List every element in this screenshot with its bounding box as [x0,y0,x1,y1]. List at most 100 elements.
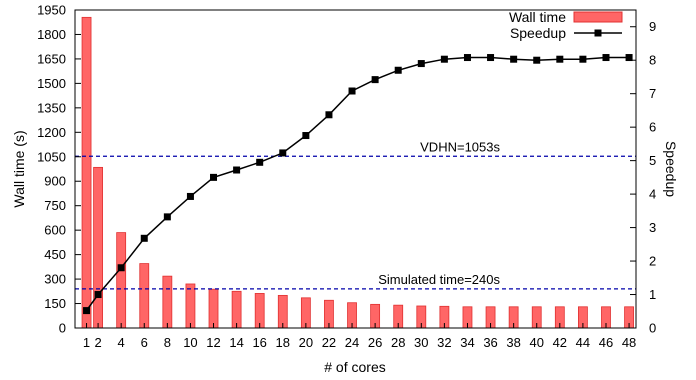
wall-time-bar [185,283,196,329]
legend-marker-speedup [594,29,602,37]
y-right-tick-label: 6 [649,120,656,135]
y-right-tick-label: 4 [649,187,656,202]
x-tick-label: 30 [414,335,428,350]
speedup-point [440,55,448,63]
y-left-tick-label: 1050 [37,149,66,164]
y-left-tick-label: 1650 [37,51,66,66]
y-left-tick-label: 150 [44,296,66,311]
y-left-tick-label: 1200 [37,125,66,140]
speedup-point [140,234,148,242]
speedup-point [463,54,471,62]
y-axis-right-title: Speedup [663,141,679,197]
y-axis-left-title: Wall time (s) [11,130,27,207]
y-right-tick-label: 5 [649,153,656,168]
x-tick-label: 18 [276,335,290,350]
speedup-point [117,264,125,272]
plot-frame [74,9,637,329]
speedup-point [510,55,518,63]
y-left-tick-label: 1500 [37,76,66,91]
speedup-point [279,149,287,157]
x-tick-label: 12 [206,335,220,350]
legend-label-speedup: Speedup [510,25,566,41]
x-tick-label: 48 [622,335,636,350]
wall-time-bar [116,232,127,329]
x-tick-label: 10 [183,335,197,350]
x-tick-label: 1 [83,335,90,350]
wall-time-bar [208,288,219,329]
x-tick-label: 46 [599,335,613,350]
legend-swatch-wall-time [573,11,623,23]
y-right-tick-label: 7 [649,86,656,101]
y-right-tick-label: 0 [649,321,656,336]
wall-time-bar [139,263,150,329]
speedup-point [556,55,564,63]
speedup-point [417,60,425,68]
speedup-point [256,158,264,166]
wall-time-bar [231,290,242,329]
y-left-tick-label: 1800 [37,27,66,42]
wall-time-bars [81,16,634,329]
x-tick-label: 6 [141,335,148,350]
speedup-point [487,54,495,62]
speedup-point [579,55,587,63]
x-tick-label: 20 [299,335,313,350]
speedup-line [85,56,630,312]
speedup-point [94,291,102,299]
speedup-series [83,54,633,315]
y-left-tick-label: 1350 [37,100,66,115]
y-right-tick-label: 3 [649,220,656,235]
speedup-point [602,54,610,62]
x-tick-label: 14 [229,335,243,350]
y-left-tick-label: 600 [44,223,66,238]
speedup-point [83,307,91,315]
reference-lines: VDHN=1053s Simulated time=240s [75,139,636,290]
y-right-tick-label: 2 [649,254,656,269]
reference-line-label: Simulated time=240s [378,272,500,287]
x-tick-label: 26 [368,335,382,350]
x-tick-label: 44 [576,335,590,350]
speedup-point [163,213,171,221]
x-tick-label: 34 [460,335,474,350]
legend: Wall time Speedup [509,9,623,41]
x-tick-label: 2 [94,335,101,350]
speedup-point [348,87,356,95]
reference-line-label: VDHN=1053s [420,139,500,154]
y-left-tick-label: 300 [44,272,66,287]
x-tick-label: 16 [252,335,266,350]
x-tick-label: 40 [529,335,543,350]
y-left-tick-label: 450 [44,247,66,262]
legend-label-wall-time: Wall time [509,9,566,25]
y-right-tick-label: 8 [649,53,656,68]
wall-time-bar [254,293,265,329]
x-tick-label: 32 [437,335,451,350]
wall-time-bar [162,275,173,329]
x-tick-label: 42 [553,335,567,350]
x-tick-label: 36 [483,335,497,350]
speedup-point [533,56,541,64]
y-left-tick-label: 750 [44,198,66,213]
speedup-point [210,173,218,181]
x-tick-label: 24 [345,335,359,350]
axes: 0150300450600750900105012001350150016501… [37,3,656,351]
speedup-point [233,166,241,174]
speedup-point [325,111,333,119]
x-tick-label: 22 [322,335,336,350]
wall-time-bar [93,166,103,329]
speedup-point [625,54,633,62]
speedup-point [302,132,310,140]
speedup-point [186,192,194,200]
x-axis-title: # of cores [324,359,385,375]
speedup-point [371,76,379,84]
wall-time-bar [81,16,92,329]
x-tick-label: 38 [506,335,520,350]
x-tick-label: 28 [391,335,405,350]
y-left-tick-label: 900 [44,174,66,189]
y-right-tick-label: 1 [649,287,656,302]
x-tick-label: 8 [164,335,171,350]
x-tick-label: 4 [118,335,125,350]
y-right-tick-label: 9 [649,19,656,34]
y-left-tick-label: 1950 [37,3,66,18]
speedup-point [394,66,402,74]
y-left-tick-label: 0 [59,321,66,336]
